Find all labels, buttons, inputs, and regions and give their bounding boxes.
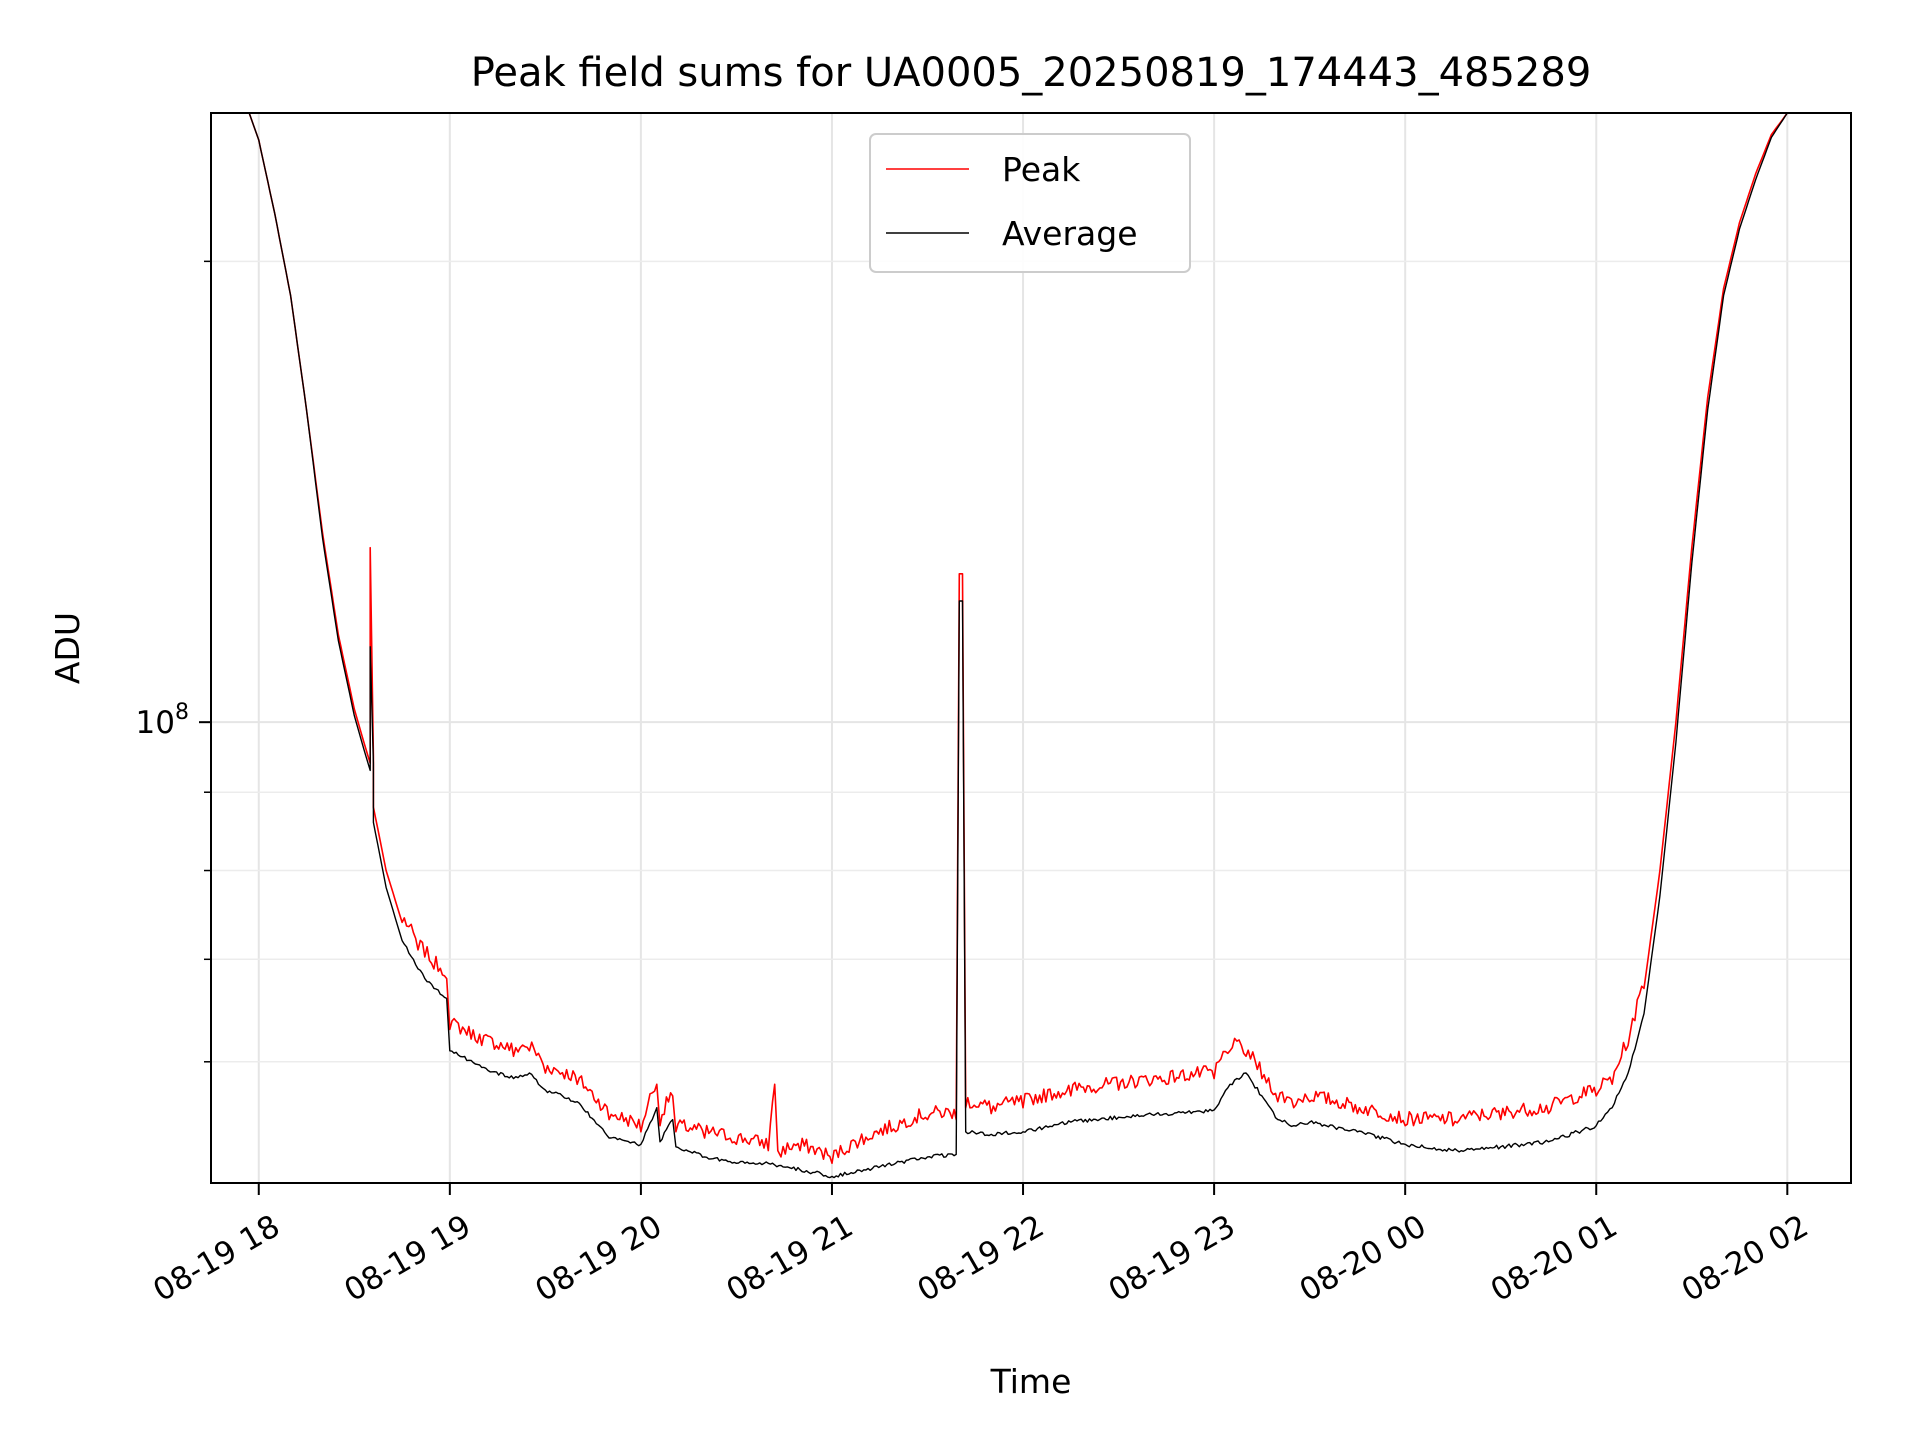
- y-tick-label: 108: [136, 700, 189, 741]
- y-tick-label-exponent: 8: [175, 700, 189, 725]
- legend-label-average: Average: [1002, 214, 1138, 253]
- legend: Peak Average: [869, 133, 1191, 273]
- series-line-average: [248, 113, 1804, 1179]
- legend-label-peak: Peak: [1002, 150, 1081, 189]
- series-layer: [248, 113, 1804, 1179]
- plot-frame: [210, 112, 1852, 1184]
- x-axis-label: Time: [990, 1362, 1072, 1401]
- y-axis-label: ADU: [48, 612, 87, 684]
- series-line-peak: [248, 113, 1804, 1165]
- chart-title: Peak field sums for UA0005_20250819_1744…: [471, 50, 1592, 96]
- y-tick-label-base: 10: [136, 705, 175, 741]
- y-axis: 108: [136, 260, 211, 1063]
